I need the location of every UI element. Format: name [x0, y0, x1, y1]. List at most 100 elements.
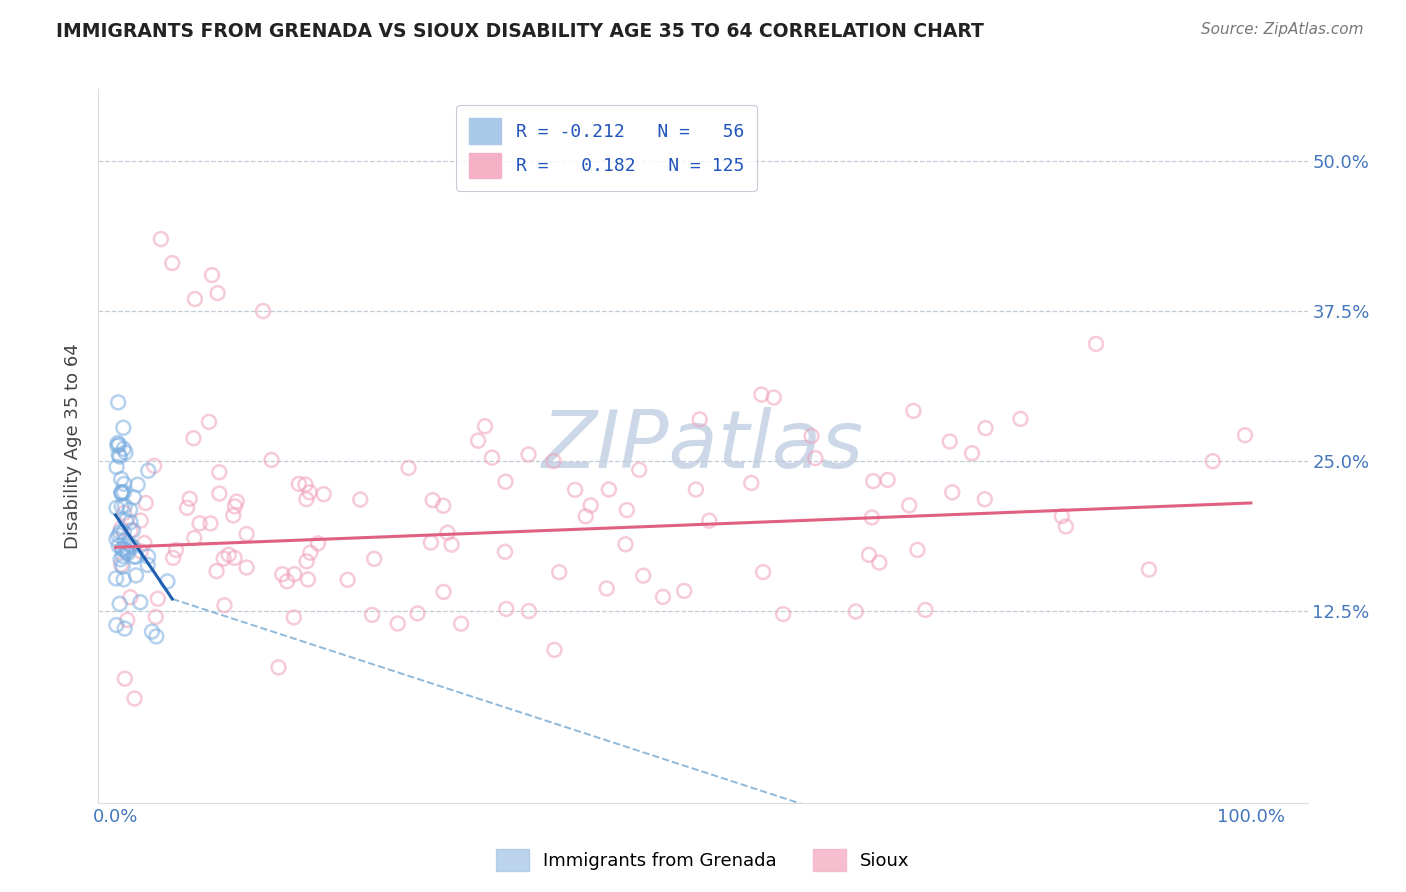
Point	[548, 565, 571, 579]
Y-axis label: Disability Age 35 to 64: Disability Age 35 to 64	[63, 343, 82, 549]
Point	[183, 431, 205, 445]
Point	[121, 540, 143, 554]
Point	[115, 545, 138, 559]
Point	[898, 499, 921, 513]
Point	[105, 460, 128, 475]
Point	[804, 451, 827, 466]
Text: ZIPatlas: ZIPatlas	[541, 407, 865, 485]
Point	[307, 536, 329, 550]
Point	[108, 437, 131, 451]
Point	[146, 591, 169, 606]
Point	[136, 558, 159, 572]
Point	[183, 531, 205, 545]
Point	[432, 585, 454, 599]
Point	[120, 515, 142, 529]
Point	[349, 492, 371, 507]
Point	[117, 546, 139, 560]
Point	[114, 533, 136, 548]
Point	[205, 564, 228, 578]
Point	[111, 559, 134, 574]
Point	[179, 491, 201, 506]
Point	[108, 450, 131, 464]
Point	[276, 574, 298, 589]
Point	[762, 391, 785, 405]
Point	[107, 539, 129, 553]
Point	[973, 492, 995, 507]
Point	[208, 465, 231, 479]
Point	[960, 446, 983, 460]
Point	[218, 548, 240, 562]
Point	[107, 395, 129, 409]
Point	[184, 292, 207, 306]
Point	[107, 436, 129, 450]
Text: IMMIGRANTS FROM GRENADA VS SIOUX DISABILITY AGE 35 TO 64 CORRELATION CHART: IMMIGRANTS FROM GRENADA VS SIOUX DISABIL…	[56, 22, 984, 41]
Point	[125, 568, 148, 582]
Point	[481, 450, 503, 465]
Point	[112, 506, 135, 520]
Point	[129, 544, 152, 558]
Point	[1202, 454, 1225, 468]
Point	[312, 487, 335, 501]
Point	[685, 483, 707, 497]
Point	[115, 543, 138, 558]
Point	[105, 439, 128, 453]
Point	[751, 387, 773, 401]
Point	[652, 590, 675, 604]
Point	[143, 458, 166, 473]
Point	[198, 415, 221, 429]
Point	[201, 268, 224, 282]
Point	[124, 691, 146, 706]
Point	[120, 539, 142, 553]
Point	[105, 532, 128, 546]
Point	[938, 434, 960, 449]
Point	[129, 595, 152, 609]
Legend: R = -0.212   N =   56, R =   0.182   N = 125: R = -0.212 N = 56, R = 0.182 N = 125	[456, 105, 756, 191]
Point	[225, 494, 247, 508]
Point	[363, 551, 385, 566]
Point	[162, 550, 184, 565]
Point	[387, 616, 409, 631]
Point	[450, 616, 472, 631]
Point	[110, 472, 132, 486]
Point	[212, 551, 235, 566]
Point	[495, 602, 517, 616]
Point	[283, 567, 305, 582]
Point	[860, 510, 883, 524]
Point	[673, 583, 696, 598]
Point	[858, 548, 880, 562]
Point	[633, 568, 655, 582]
Point	[288, 476, 311, 491]
Point	[517, 604, 540, 618]
Point	[907, 543, 929, 558]
Point	[127, 477, 149, 491]
Point	[689, 412, 711, 426]
Point	[1054, 519, 1077, 533]
Point	[260, 453, 283, 467]
Point	[115, 514, 138, 528]
Point	[107, 528, 129, 542]
Point	[868, 556, 890, 570]
Point	[176, 500, 198, 515]
Point	[295, 554, 318, 568]
Point	[422, 493, 444, 508]
Point	[494, 545, 516, 559]
Point	[110, 485, 132, 500]
Point	[224, 500, 246, 514]
Point	[800, 429, 823, 443]
Point	[845, 605, 868, 619]
Point	[160, 256, 183, 270]
Point	[598, 483, 620, 497]
Point	[862, 474, 884, 488]
Point	[297, 573, 319, 587]
Point	[207, 286, 229, 301]
Point	[108, 597, 131, 611]
Point	[149, 232, 172, 246]
Point	[252, 304, 274, 318]
Point	[1085, 337, 1108, 351]
Point	[298, 485, 321, 500]
Point	[222, 508, 245, 523]
Point	[1050, 509, 1073, 524]
Point	[336, 573, 359, 587]
Point	[614, 537, 637, 551]
Point	[141, 624, 163, 639]
